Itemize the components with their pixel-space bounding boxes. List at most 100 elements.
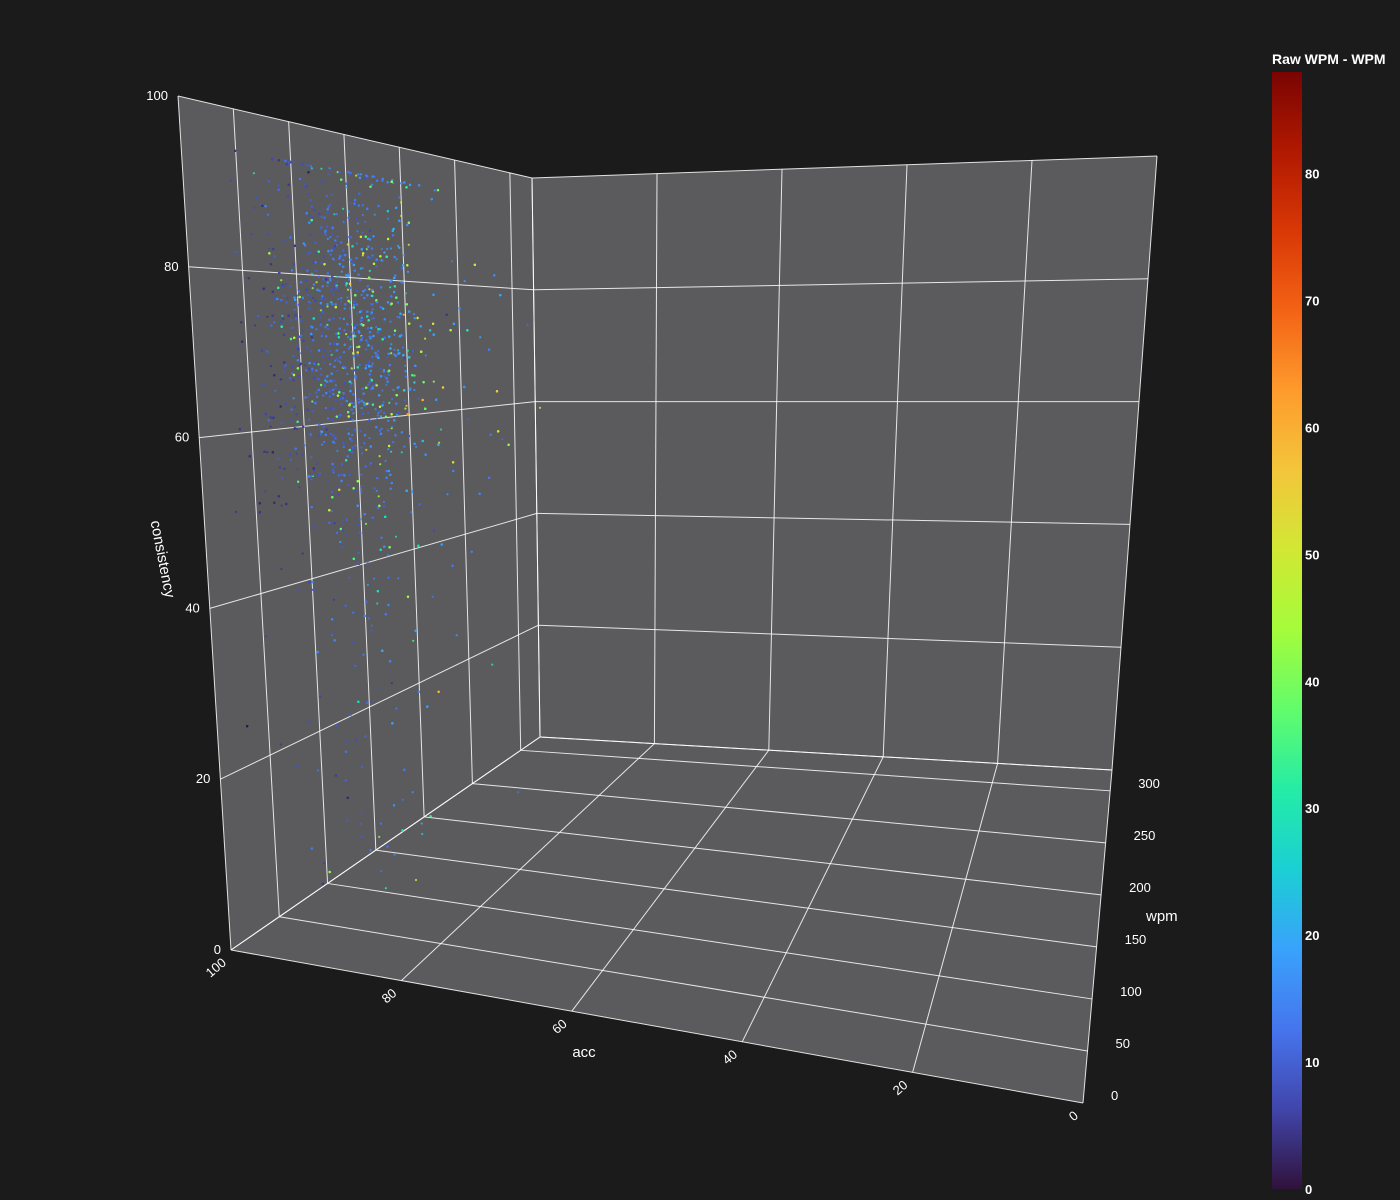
data-point — [397, 577, 400, 580]
data-point — [329, 236, 332, 239]
data-point — [342, 207, 345, 210]
data-point — [353, 402, 356, 405]
data-point — [390, 682, 393, 685]
data-point — [311, 400, 314, 403]
data-point — [432, 380, 435, 383]
data-point — [308, 251, 312, 254]
data-point — [369, 369, 372, 372]
data-point — [296, 230, 300, 233]
data-point — [368, 288, 371, 291]
data-point — [312, 354, 315, 357]
data-point — [388, 401, 391, 404]
data-point — [340, 270, 343, 273]
data-point — [431, 595, 434, 598]
data-point — [378, 688, 381, 691]
data-point — [338, 317, 342, 320]
data-point — [320, 373, 323, 376]
data-point — [356, 346, 359, 349]
data-point — [326, 323, 329, 326]
floor-gridline-acc — [571, 749, 770, 1012]
data-point — [359, 822, 363, 825]
data-point — [349, 714, 352, 717]
data-point — [298, 364, 301, 367]
data-point — [380, 415, 383, 418]
data-point — [328, 167, 331, 170]
data-point — [332, 471, 335, 474]
floor-gridline-wpm — [472, 783, 1106, 844]
left-wall-gridline-wpm — [232, 108, 280, 917]
data-point — [366, 341, 369, 344]
right-wall-gridline-cons — [539, 736, 1113, 771]
data-point — [322, 279, 325, 282]
data-point — [324, 379, 327, 382]
right-wall-gridline-cons — [538, 624, 1122, 648]
data-point — [403, 254, 406, 257]
data-point — [282, 294, 285, 297]
data-point — [381, 389, 384, 392]
data-point — [333, 213, 336, 216]
data-point — [346, 288, 350, 291]
data-point — [298, 162, 301, 165]
data-point — [356, 230, 359, 233]
data-point — [392, 388, 395, 392]
data-point — [387, 448, 390, 451]
data-point — [376, 602, 379, 605]
data-point — [406, 270, 410, 273]
data-point — [379, 410, 382, 413]
data-point — [360, 309, 363, 312]
data-point — [400, 451, 403, 454]
data-point — [359, 173, 363, 176]
data-point — [373, 213, 376, 216]
data-point — [309, 294, 312, 297]
data-point — [380, 427, 383, 430]
data-point — [322, 392, 325, 395]
data-point — [305, 369, 308, 372]
left-wall-gridline-cons — [230, 736, 541, 951]
data-point — [346, 243, 349, 246]
data-point — [254, 324, 257, 327]
data-point — [279, 743, 282, 746]
data-point — [414, 878, 418, 882]
data-point — [337, 289, 340, 292]
data-point — [360, 446, 363, 449]
data-point — [327, 205, 330, 208]
data-point — [345, 186, 348, 189]
data-point — [354, 447, 357, 450]
data-point — [340, 297, 343, 300]
left-wall-gridline-wpm — [177, 95, 232, 951]
data-point — [306, 293, 309, 296]
data-point — [324, 233, 327, 236]
data-point — [384, 887, 387, 890]
data-point — [391, 398, 394, 401]
right-wall-gridline-acc — [653, 173, 658, 744]
data-point — [359, 518, 362, 521]
left-wall-gridline-wpm — [509, 172, 522, 751]
data-point — [303, 444, 306, 447]
data-point — [371, 254, 374, 257]
data-point — [322, 394, 325, 397]
data-point — [293, 160, 296, 163]
data-point — [336, 485, 339, 488]
data-point — [346, 819, 349, 822]
data-point — [280, 394, 283, 397]
data-point — [361, 387, 364, 390]
data-point — [368, 381, 371, 384]
data-point — [368, 436, 371, 440]
data-point — [334, 437, 337, 440]
data-point — [334, 384, 337, 387]
data-point — [375, 505, 379, 508]
data-point — [406, 349, 409, 352]
data-point — [404, 292, 407, 295]
data-point — [336, 280, 339, 283]
data-point — [526, 323, 529, 326]
data-point — [362, 653, 365, 656]
data-point — [373, 577, 376, 580]
data-point — [361, 231, 364, 234]
data-point — [240, 321, 243, 324]
data-point — [361, 213, 364, 217]
floor-gridline-wpm — [424, 816, 1102, 896]
data-point — [360, 293, 363, 297]
data-point — [320, 433, 323, 436]
data-point — [269, 425, 272, 428]
right-wall-gridline-acc — [768, 169, 783, 751]
